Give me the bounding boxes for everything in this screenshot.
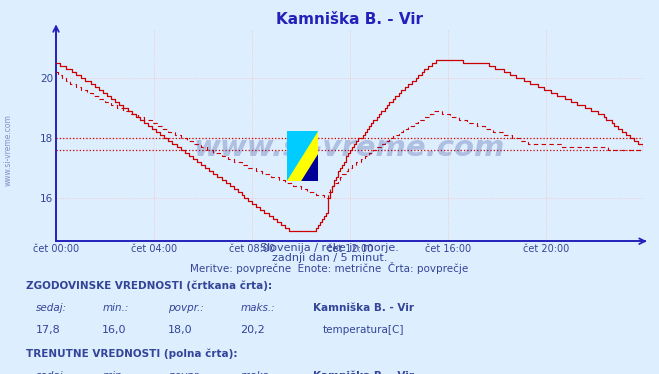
Text: 17,8: 17,8 [36, 325, 61, 335]
Text: sedaj:: sedaj: [36, 303, 67, 313]
Text: maks.:: maks.: [241, 303, 275, 313]
Text: www.si-vreme.com: www.si-vreme.com [3, 114, 13, 186]
Text: povpr.:: povpr.: [168, 303, 204, 313]
Text: povpr.:: povpr.: [168, 371, 204, 374]
Polygon shape [301, 154, 318, 181]
Text: Kamniška B. - Vir: Kamniška B. - Vir [313, 371, 414, 374]
Text: temperatura[C]: temperatura[C] [323, 325, 405, 335]
Text: 20,2: 20,2 [241, 325, 266, 335]
Text: maks.:: maks.: [241, 371, 275, 374]
Text: 16,0: 16,0 [102, 325, 127, 335]
Text: min.:: min.: [102, 303, 129, 313]
Text: Slovenija / reke in morje.: Slovenija / reke in morje. [260, 243, 399, 252]
Text: zadnji dan / 5 minut.: zadnji dan / 5 minut. [272, 253, 387, 263]
Text: ZGODOVINSKE VREDNOSTI (črtkana črta):: ZGODOVINSKE VREDNOSTI (črtkana črta): [26, 280, 272, 291]
Polygon shape [287, 131, 318, 181]
Text: www.si-vreme.com: www.si-vreme.com [194, 134, 505, 162]
Polygon shape [287, 131, 318, 181]
Text: 18,0: 18,0 [168, 325, 192, 335]
Text: TRENUTNE VREDNOSTI (polna črta):: TRENUTNE VREDNOSTI (polna črta): [26, 349, 238, 359]
Text: sedaj:: sedaj: [36, 371, 67, 374]
Title: Kamniška B. - Vir: Kamniška B. - Vir [275, 12, 423, 27]
Text: min.:: min.: [102, 371, 129, 374]
Text: Kamniška B. - Vir: Kamniška B. - Vir [313, 303, 414, 313]
Text: Meritve: povprečne  Enote: metrične  Črta: povprečje: Meritve: povprečne Enote: metrične Črta:… [190, 261, 469, 273]
